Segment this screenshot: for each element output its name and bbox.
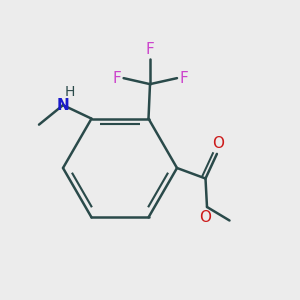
Text: O: O: [212, 136, 224, 152]
Text: O: O: [200, 210, 211, 225]
Text: N: N: [57, 98, 69, 112]
Text: H: H: [65, 85, 75, 98]
Text: F: F: [146, 42, 154, 57]
Text: F: F: [112, 70, 121, 86]
Text: F: F: [179, 70, 188, 86]
